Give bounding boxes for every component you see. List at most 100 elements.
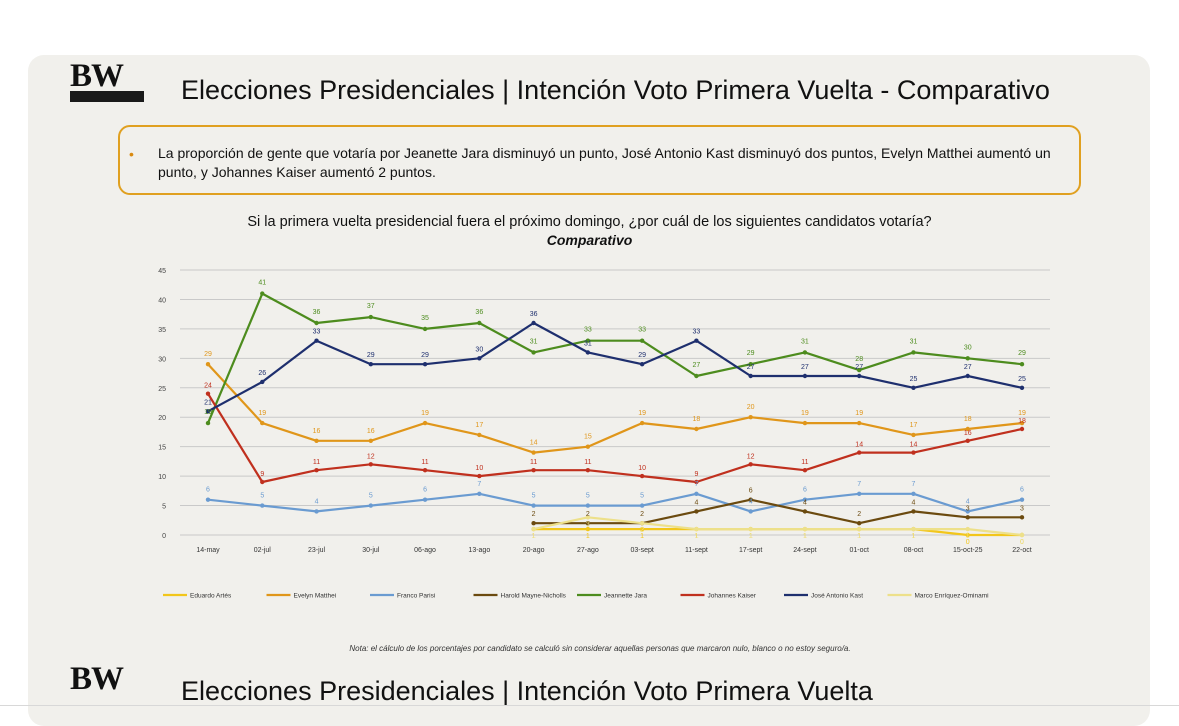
data-point — [368, 438, 373, 443]
y-tick-label: 40 — [158, 297, 166, 304]
chart-title: Si la primera vuelta presidencial fuera … — [247, 214, 932, 230]
data-point — [639, 338, 645, 343]
data-point — [911, 526, 916, 532]
data-point — [911, 491, 916, 496]
data-point — [802, 373, 808, 379]
data-label: 7 — [477, 481, 481, 488]
data-label: 4 — [803, 499, 807, 506]
data-label: 1 — [857, 533, 861, 540]
data-label: 29 — [747, 350, 755, 357]
data-label: 33 — [584, 327, 592, 334]
data-label: 16 — [367, 428, 375, 435]
data-label: 1 — [857, 533, 861, 540]
data-label: 31 — [530, 338, 538, 345]
data-point — [748, 373, 753, 379]
x-tick-label: 01-oct — [849, 547, 869, 554]
data-point — [368, 314, 373, 320]
data-label: 20 — [747, 404, 755, 411]
data-point — [965, 356, 970, 361]
data-label: 3 — [1020, 505, 1024, 512]
data-point — [260, 479, 265, 485]
data-label: 30 — [964, 344, 972, 351]
data-label: 36 — [530, 311, 538, 318]
data-point — [694, 338, 699, 343]
data-label: 11 — [530, 459, 537, 466]
data-point — [477, 491, 482, 496]
data-label: 1 — [532, 533, 536, 540]
y-tick-label: 20 — [158, 415, 166, 422]
chart-legend: Eduardo Artés Evelyn Matthei Franco Parisi… — [163, 593, 989, 600]
data-point — [422, 362, 428, 367]
data-point — [639, 503, 645, 508]
y-tick-label: 15 — [158, 445, 166, 452]
data-point — [802, 468, 808, 473]
series-line — [207, 492, 1023, 513]
data-label: 37 — [367, 303, 375, 310]
data-point — [314, 320, 319, 326]
y-tick-label: 0 — [162, 533, 166, 540]
legend-label: José Antonio Kast — [811, 593, 863, 600]
data-point — [639, 420, 645, 426]
bw-logo: BW — [70, 60, 144, 102]
data-label: 15 — [584, 434, 592, 441]
data-point — [694, 479, 699, 485]
x-tick-label: 27-ago — [577, 547, 599, 554]
data-point — [965, 426, 970, 432]
data-point — [802, 497, 808, 502]
series-line — [207, 321, 1023, 413]
data-label: 10 — [638, 465, 646, 472]
data-label: 1 — [586, 533, 590, 540]
divider — [0, 705, 1179, 706]
x-tick-label: 06-ago — [414, 547, 436, 554]
data-point — [802, 350, 808, 355]
data-label: 41 — [258, 280, 266, 287]
legend-label: Franco Parisi — [397, 593, 435, 600]
data-point — [857, 450, 862, 455]
data-point — [965, 438, 970, 443]
data-label: 5 — [260, 493, 264, 500]
data-point — [965, 515, 970, 520]
data-label: 29 — [421, 352, 429, 359]
data-point — [911, 450, 916, 455]
data-point — [748, 509, 753, 514]
data-point — [802, 526, 808, 532]
page-title: Elecciones Presidenciales | Intención Vo… — [181, 75, 1050, 105]
data-point — [965, 526, 970, 532]
data-label: 33 — [313, 329, 321, 336]
data-label: 27 — [855, 364, 863, 371]
data-point — [477, 473, 482, 479]
footnote: Nota: el cálculo de los porcentajes por … — [349, 644, 851, 653]
y-tick-label: 25 — [158, 386, 166, 393]
data-label: 11 — [313, 459, 320, 466]
data-label: 5 — [586, 493, 590, 500]
data-point — [260, 379, 265, 385]
data-point — [1019, 532, 1025, 538]
data-label: 1 — [694, 533, 698, 540]
data-label: 19 — [801, 410, 809, 417]
data-point — [585, 521, 591, 526]
data-point — [260, 291, 265, 296]
legend-label: Johannes Kaiser — [708, 593, 757, 600]
data-label: 29 — [638, 352, 646, 359]
data-label: 16 — [964, 430, 972, 437]
data-point — [314, 438, 319, 443]
logo-text: BW — [70, 58, 124, 94]
y-axis: 0 5 10 15 20 25 30 35 40 45 — [158, 268, 166, 540]
data-label: 6 — [423, 487, 427, 494]
x-tick-label: 08-oct — [904, 547, 924, 554]
data-point — [368, 462, 373, 467]
data-label: 1 — [749, 533, 753, 540]
data-point — [857, 373, 862, 379]
x-tick-label: 14-may — [196, 547, 220, 554]
data-label: 1 — [640, 533, 644, 540]
legend-label: Eduardo Artés — [190, 593, 232, 600]
legend-label: Jeannette Jara — [604, 593, 647, 600]
data-label: 17 — [910, 422, 918, 429]
data-point — [748, 415, 753, 420]
data-label: 29 — [367, 352, 375, 359]
data-point — [1019, 497, 1025, 502]
chart-grid — [180, 269, 1050, 536]
data-point — [857, 491, 862, 496]
data-point — [639, 362, 645, 367]
